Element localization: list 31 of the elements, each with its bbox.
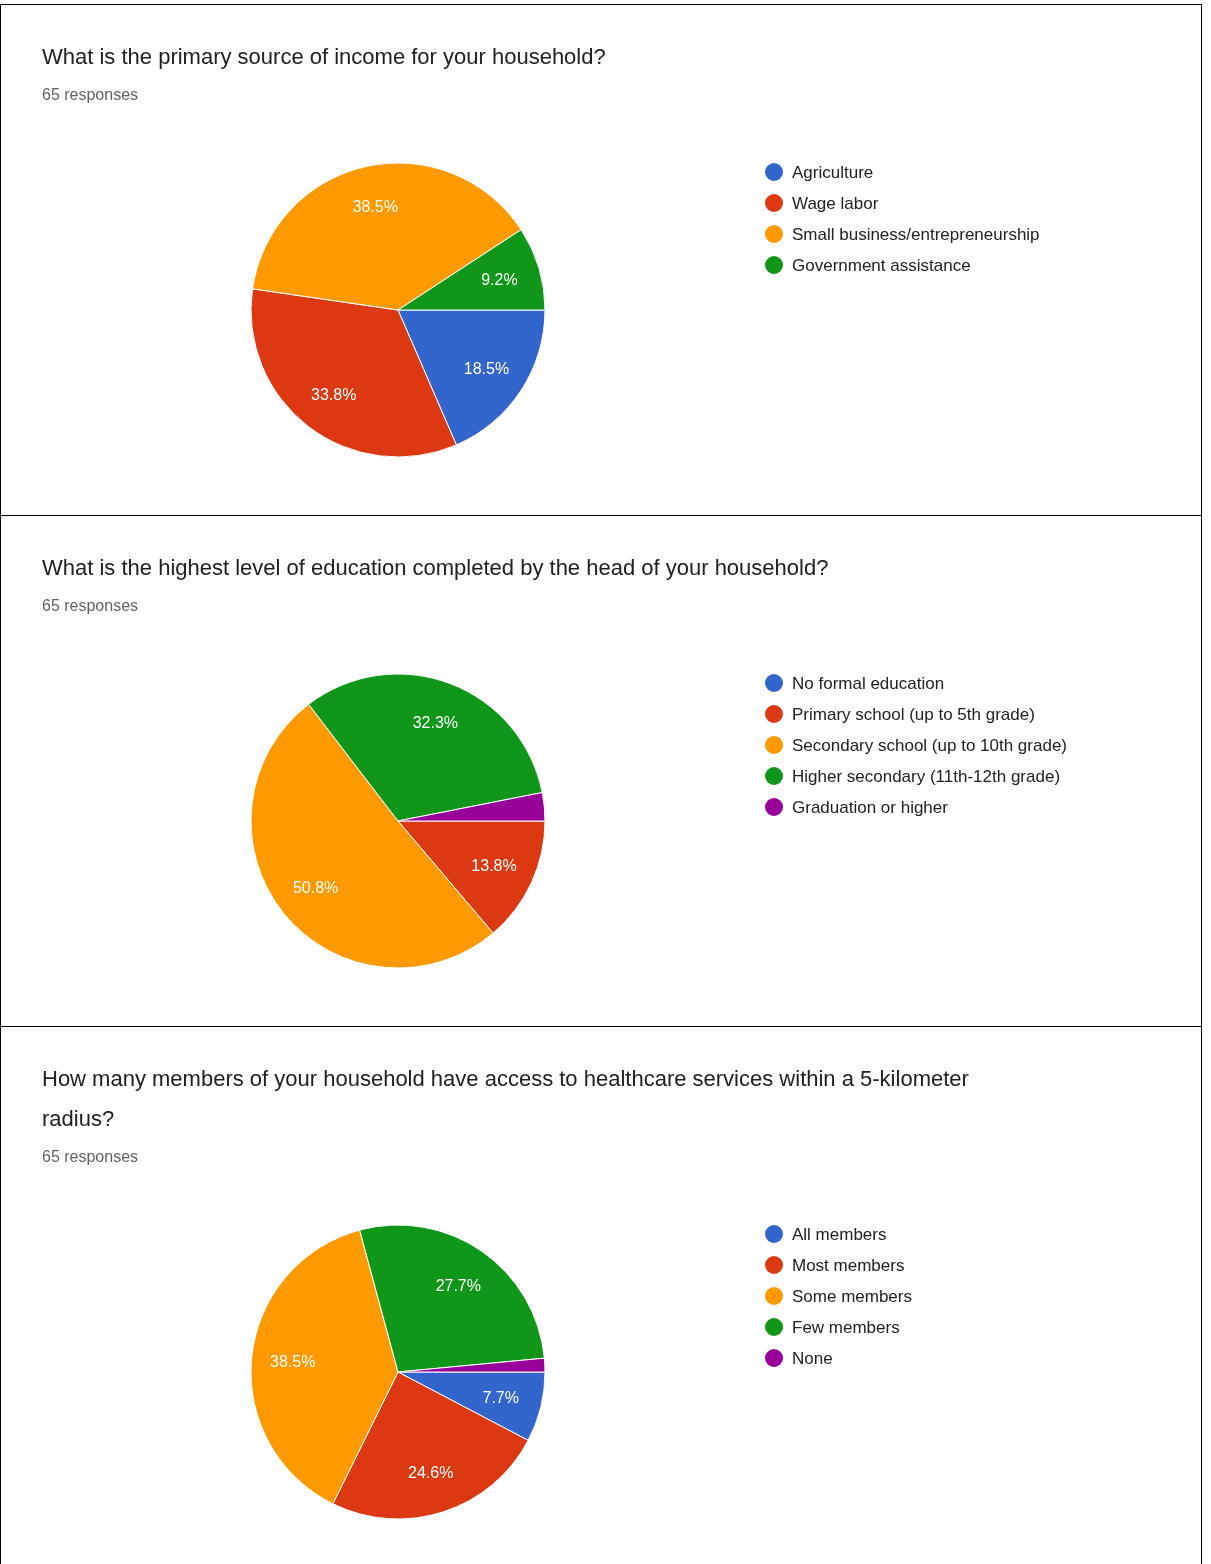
data-label: 32.3% [412, 713, 459, 731]
data-label: 9.2% [481, 271, 518, 289]
legend-label: Higher secondary (11th-12th grade) [792, 766, 1061, 786]
legend-label: None [792, 1348, 833, 1368]
legend-label: No formal education [792, 673, 945, 693]
text: 65 responses [42, 86, 139, 103]
legend-label: Few members [792, 1317, 900, 1337]
data-label: 38.5% [352, 198, 398, 216]
legend-label: Small business/entrepreneurship [792, 224, 1040, 244]
data-label: 33.8% [310, 385, 357, 403]
legend-label: Some members [792, 1286, 912, 1306]
data-label: 13.8% [471, 857, 517, 875]
chart-title: What is the primary source of income for your household? [42, 44, 606, 69]
text: 65 responses [42, 597, 139, 614]
legend-label: Secondary school (up to 10th grade) [792, 735, 1068, 755]
data-label: 38.5% [269, 1353, 316, 1371]
legend-label: Most members [792, 1255, 905, 1275]
legend-label: Primary school (up to 5th grade) [792, 704, 1035, 724]
data-label: 24.6% [408, 1464, 454, 1482]
legend-label: Graduation or higher [792, 797, 949, 817]
legend-label: Wage labor [792, 193, 879, 213]
legend-label: All members [792, 1224, 887, 1244]
chart-title: What is the highest level of education completed by the head of your household? [42, 555, 829, 580]
chart-title: How many members of your household have access to healthcare services within a 5-kilometer radius? [42, 1066, 969, 1131]
text: 65 responses [42, 1148, 139, 1165]
data-label: 18.5% [463, 359, 510, 377]
legend-label: Government assistance [792, 255, 971, 275]
legend-label: Agriculture [792, 162, 874, 182]
data-label: 50.8% [292, 879, 339, 897]
data-label: 7.7% [482, 1388, 519, 1406]
data-label: 27.7% [435, 1276, 481, 1294]
